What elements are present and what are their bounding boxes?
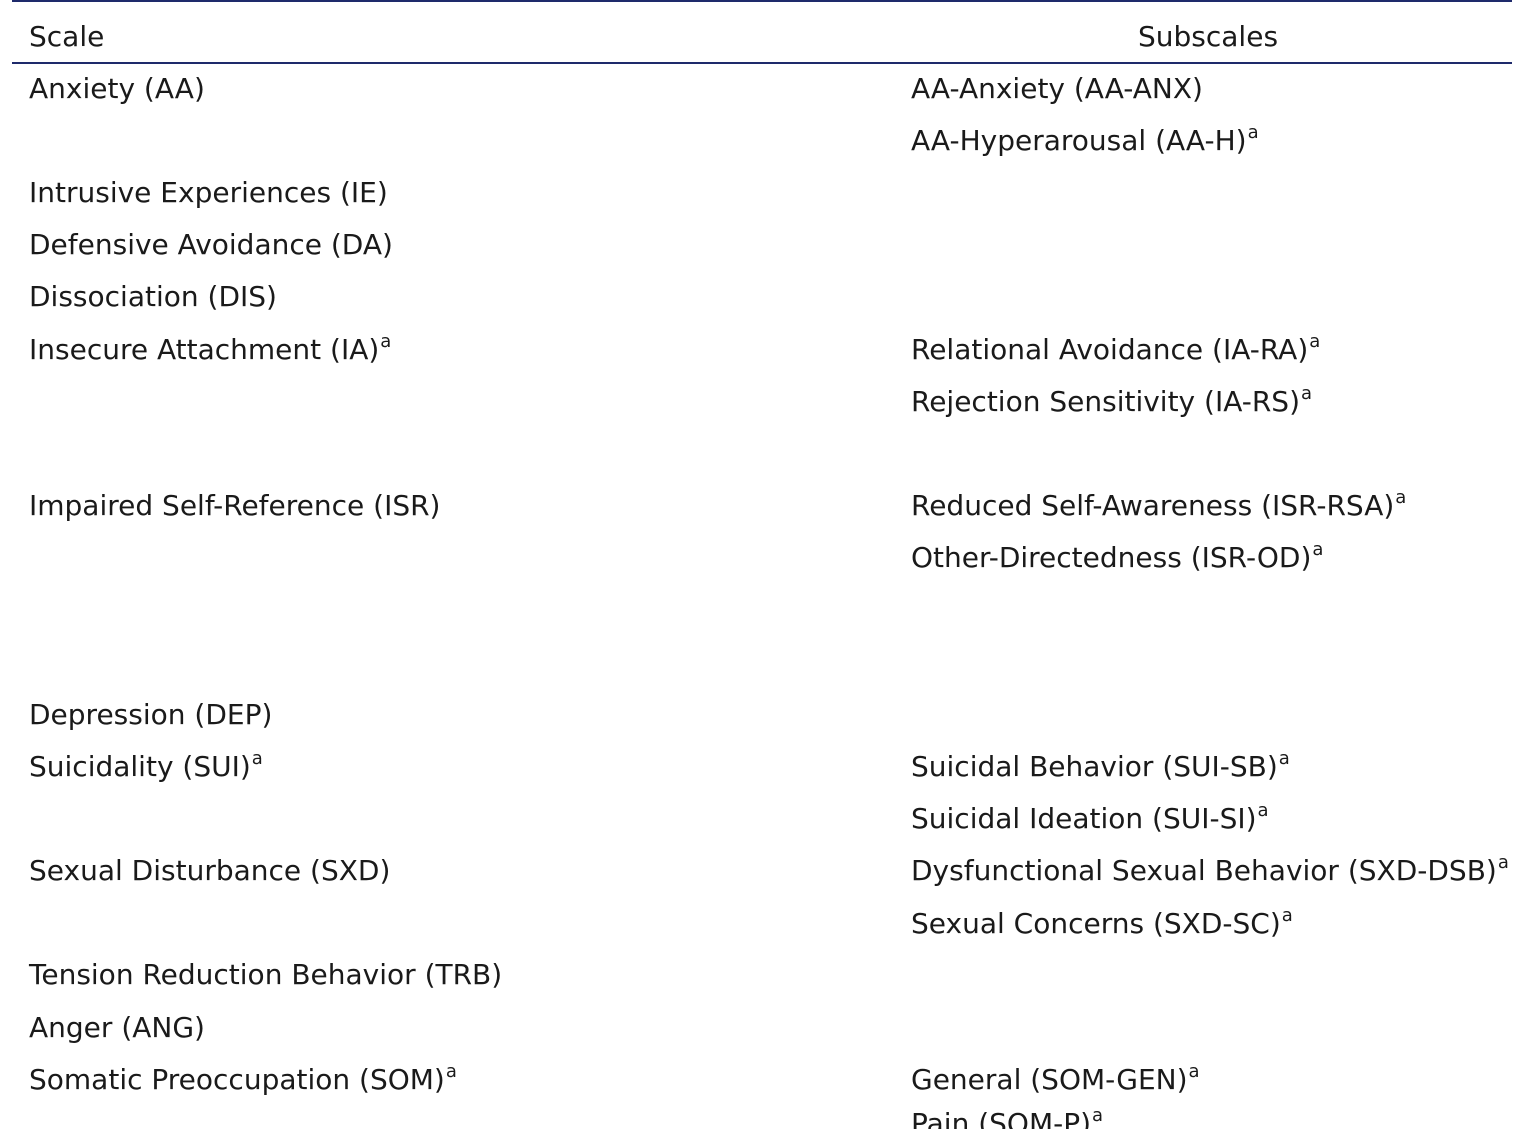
footnote-marker: a [1312, 538, 1324, 560]
column-header-subscales: Subscales [1138, 20, 1279, 53]
footnote-marker: a [1188, 1060, 1200, 1082]
footnote-marker: a [1278, 747, 1290, 769]
subscale-label: AA-Hyperarousal (AA-H) [911, 124, 1247, 157]
scale-cell: Sexual Disturbance (SXD) [29, 853, 391, 889]
footnote-marker: a [1092, 1104, 1104, 1126]
scale-cell: Impaired Self-Reference (ISR) [29, 488, 441, 524]
subscale-cell: AA-Anxiety (AA-ANX) [911, 71, 1204, 107]
subscale-label: Suicidal Behavior (SUI-SB) [911, 750, 1278, 783]
scale-cell: Anxiety (AA) [29, 71, 206, 107]
scale-cell: Depression (DEP) [29, 697, 273, 733]
scale-label: Tension Reduction Behavior (TRB) [29, 958, 503, 991]
scale-label: Somatic Preoccupation (SOM) [29, 1063, 445, 1096]
subscale-cell: General (SOM-GEN)a [911, 1062, 1200, 1098]
scale-cell: Dissociation (DIS) [29, 279, 278, 315]
table-top-rule [12, 0, 1512, 2]
subscale-label: AA-Anxiety (AA-ANX) [911, 72, 1203, 105]
footnote-marker: a [1497, 851, 1509, 873]
scale-label: Depression (DEP) [29, 698, 273, 731]
subscale-label: Reduced Self-Awareness (ISR-RSA) [911, 489, 1395, 522]
footnote-marker: a [1309, 330, 1321, 352]
scale-cell: Tension Reduction Behavior (TRB) [29, 957, 503, 993]
subscale-label: Dysfunctional Sexual Behavior (SXD-DSB) [911, 854, 1497, 887]
footnote-marker: a [251, 747, 263, 769]
footnote-marker: a [1257, 799, 1269, 821]
subscale-cell: Pain (SOM-P)a [911, 1106, 1103, 1129]
table-header-rule [12, 62, 1512, 64]
footnote-marker: a [1301, 382, 1313, 404]
scale-label: Impaired Self-Reference (ISR) [29, 489, 441, 522]
scale-label: Sexual Disturbance (SXD) [29, 854, 391, 887]
footnote-marker: a [445, 1060, 457, 1082]
subscale-label: Rejection Sensitivity (IA-RS) [911, 385, 1301, 418]
column-header-scale: Scale [29, 20, 105, 53]
subscale-cell: AA-Hyperarousal (AA-H)a [911, 123, 1259, 159]
subscale-cell: Dysfunctional Sexual Behavior (SXD-DSB)a [911, 853, 1509, 889]
footnote-marker: a [1281, 904, 1293, 926]
subscale-label: Pain (SOM-P) [911, 1107, 1092, 1129]
footnote-marker: a [380, 330, 392, 352]
scale-label: Suicidality (SUI) [29, 750, 251, 783]
subscale-cell: Sexual Concerns (SXD-SC)a [911, 906, 1293, 942]
scale-cell: Anger (ANG) [29, 1010, 206, 1046]
subscale-cell: Suicidal Behavior (SUI-SB)a [911, 749, 1290, 785]
scale-cell: Somatic Preoccupation (SOM)a [29, 1062, 457, 1098]
subscale-cell: Relational Avoidance (IA-RA)a [911, 332, 1320, 368]
footnote-marker: a [1395, 486, 1407, 508]
scale-label: Anxiety (AA) [29, 72, 205, 105]
subscale-cell: Other-Directedness (ISR-OD)a [911, 540, 1323, 576]
subscale-cell: Reduced Self-Awareness (ISR-RSA)a [911, 488, 1406, 524]
scale-cell: Suicidality (SUI)a [29, 749, 263, 785]
subscale-label: Sexual Concerns (SXD-SC) [911, 907, 1281, 940]
subscale-label: General (SOM-GEN) [911, 1063, 1188, 1096]
scale-label: Insecure Attachment (IA) [29, 333, 380, 366]
scale-label: Defensive Avoidance (DA) [29, 228, 393, 261]
scale-label: Anger (ANG) [29, 1011, 205, 1044]
scale-cell: Intrusive Experiences (IE) [29, 175, 389, 211]
subscale-cell: Rejection Sensitivity (IA-RS)a [911, 384, 1312, 420]
subscale-label: Suicidal Ideation (SUI-SI) [911, 802, 1257, 835]
scale-cell: Defensive Avoidance (DA) [29, 227, 394, 263]
subscale-label: Relational Avoidance (IA-RA) [911, 333, 1309, 366]
scale-label: Dissociation (DIS) [29, 280, 277, 313]
scale-label: Intrusive Experiences (IE) [29, 176, 388, 209]
subscale-label: Other-Directedness (ISR-OD) [911, 541, 1312, 574]
scale-cell: Insecure Attachment (IA)a [29, 332, 391, 368]
subscale-cell: Suicidal Ideation (SUI-SI)a [911, 801, 1269, 837]
footnote-marker: a [1247, 121, 1259, 143]
